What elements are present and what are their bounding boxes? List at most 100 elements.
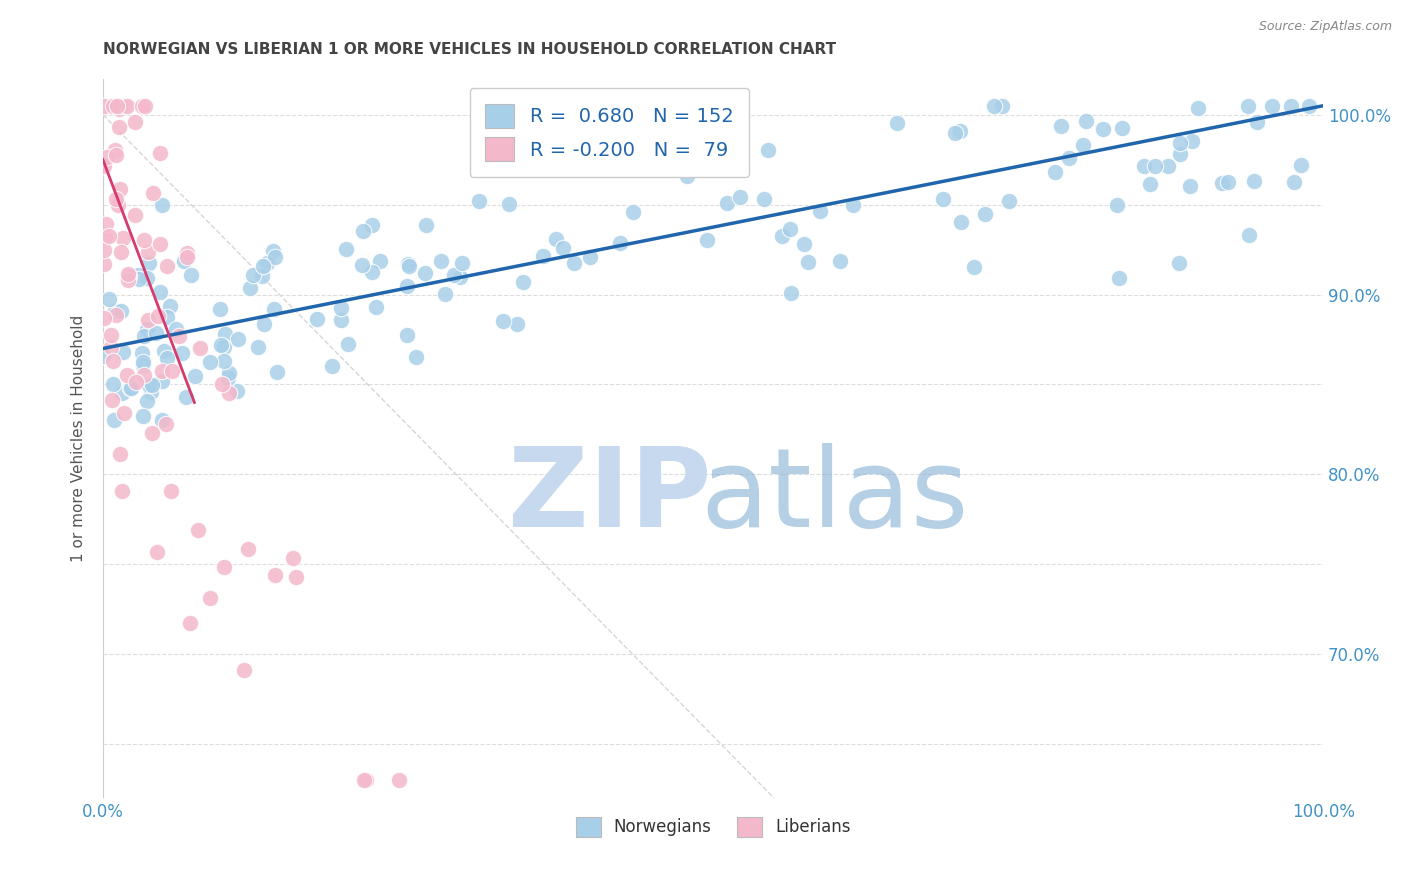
Point bbox=[1057, 151, 1080, 165]
Point bbox=[165, 322, 187, 336]
Point bbox=[1076, 113, 1098, 128]
Point bbox=[1139, 177, 1161, 191]
Point bbox=[111, 386, 134, 401]
Point bbox=[433, 287, 456, 301]
Point bbox=[1279, 99, 1302, 113]
Point bbox=[97, 99, 120, 113]
Point bbox=[797, 254, 820, 268]
Point bbox=[305, 312, 328, 326]
Point bbox=[132, 233, 155, 247]
Point bbox=[1111, 121, 1133, 136]
Point bbox=[136, 322, 159, 336]
Point bbox=[360, 265, 382, 279]
Point bbox=[136, 393, 159, 408]
Point bbox=[212, 559, 235, 574]
Point bbox=[136, 244, 159, 259]
Y-axis label: 1 or more Vehicles in Household: 1 or more Vehicles in Household bbox=[72, 315, 86, 562]
Point bbox=[112, 406, 135, 420]
Point bbox=[562, 256, 585, 270]
Point bbox=[112, 99, 135, 113]
Point bbox=[107, 197, 129, 211]
Point bbox=[110, 99, 132, 113]
Point bbox=[983, 99, 1005, 113]
Point bbox=[176, 246, 198, 260]
Point bbox=[103, 99, 125, 113]
Point bbox=[974, 207, 997, 221]
Point bbox=[141, 384, 163, 399]
Point bbox=[364, 300, 387, 314]
Point bbox=[1168, 256, 1191, 270]
Point bbox=[398, 259, 420, 273]
Point bbox=[352, 258, 374, 272]
Point bbox=[1170, 136, 1192, 150]
Point bbox=[949, 123, 972, 137]
Point bbox=[262, 244, 284, 258]
Point bbox=[118, 381, 141, 395]
Point bbox=[159, 299, 181, 313]
Point bbox=[990, 99, 1012, 113]
Point bbox=[103, 99, 125, 113]
Point bbox=[174, 390, 197, 404]
Point bbox=[264, 567, 287, 582]
Point bbox=[330, 301, 353, 315]
Point bbox=[94, 229, 117, 244]
Point bbox=[710, 113, 733, 128]
Point bbox=[145, 326, 167, 340]
Point bbox=[115, 368, 138, 383]
Point bbox=[117, 267, 139, 281]
Point bbox=[266, 365, 288, 379]
Point bbox=[134, 99, 156, 113]
Point bbox=[108, 447, 131, 461]
Point bbox=[361, 218, 384, 232]
Point bbox=[104, 143, 127, 157]
Point bbox=[179, 616, 201, 631]
Point bbox=[156, 351, 179, 365]
Point bbox=[1108, 270, 1130, 285]
Point bbox=[263, 301, 285, 316]
Point bbox=[730, 190, 752, 204]
Point bbox=[429, 254, 451, 268]
Point bbox=[138, 256, 160, 270]
Point bbox=[93, 257, 115, 271]
Point bbox=[405, 350, 427, 364]
Point bbox=[841, 198, 863, 212]
Point bbox=[136, 313, 159, 327]
Text: NORWEGIAN VS LIBERIAN 1 OR MORE VEHICLES IN HOUSEHOLD CORRELATION CHART: NORWEGIAN VS LIBERIAN 1 OR MORE VEHICLES… bbox=[103, 42, 837, 57]
Point bbox=[218, 366, 240, 380]
Point bbox=[214, 326, 236, 341]
Point bbox=[187, 523, 209, 537]
Point bbox=[111, 344, 134, 359]
Point bbox=[1043, 165, 1066, 179]
Point bbox=[155, 417, 177, 431]
Point bbox=[252, 259, 274, 273]
Point bbox=[395, 278, 418, 293]
Point bbox=[93, 311, 115, 326]
Point bbox=[135, 271, 157, 285]
Point bbox=[1261, 99, 1284, 113]
Point bbox=[396, 257, 419, 271]
Point bbox=[388, 773, 411, 788]
Point bbox=[100, 341, 122, 355]
Point bbox=[134, 368, 156, 382]
Point bbox=[104, 308, 127, 322]
Point bbox=[104, 193, 127, 207]
Point bbox=[354, 773, 377, 788]
Point bbox=[176, 251, 198, 265]
Point bbox=[93, 99, 115, 113]
Point bbox=[793, 237, 815, 252]
Point bbox=[184, 368, 207, 383]
Point bbox=[283, 551, 305, 566]
Point bbox=[415, 218, 437, 232]
Point bbox=[758, 144, 780, 158]
Point bbox=[1237, 227, 1260, 242]
Point bbox=[218, 385, 240, 400]
Point bbox=[103, 377, 125, 392]
Point bbox=[198, 591, 221, 606]
Point bbox=[546, 232, 568, 246]
Point bbox=[104, 303, 127, 318]
Point bbox=[125, 375, 148, 389]
Point bbox=[1091, 122, 1114, 136]
Point bbox=[492, 313, 515, 327]
Point bbox=[498, 197, 520, 211]
Point bbox=[149, 236, 172, 251]
